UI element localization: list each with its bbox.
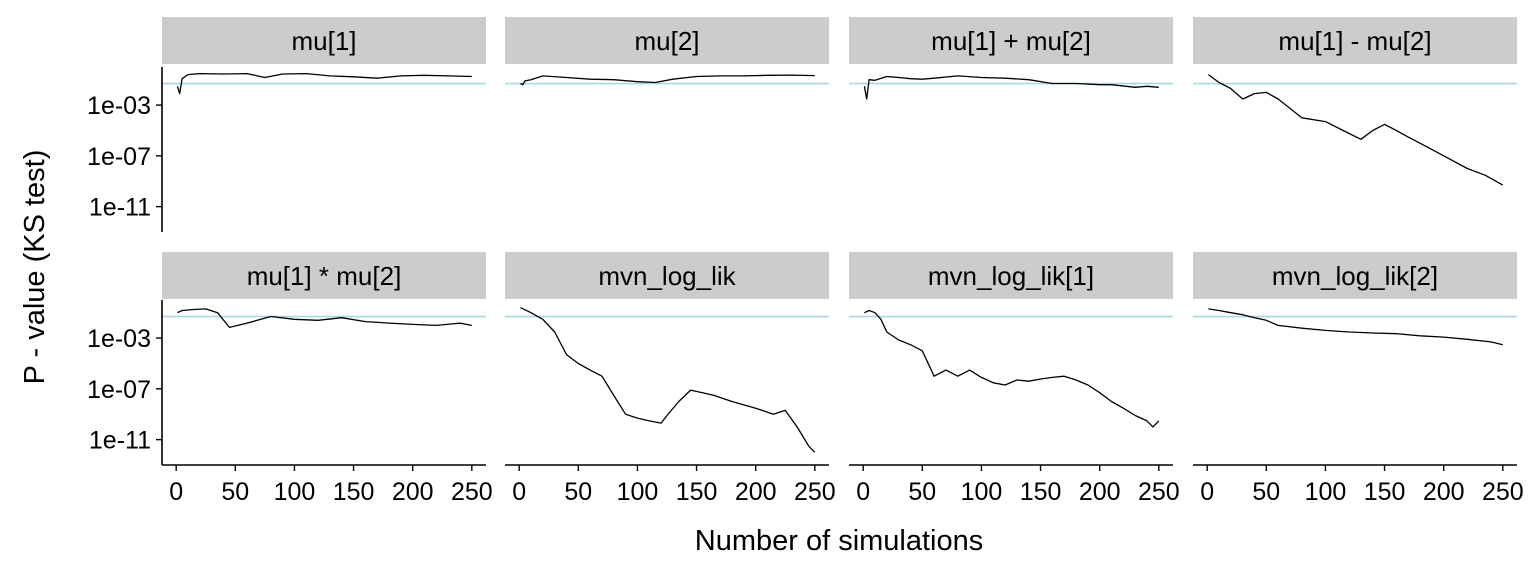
panel: mu[1] + mu[2] (849, 17, 1173, 100)
x-tick-label: 0 (512, 478, 526, 506)
x-tick-label: 250 (1482, 478, 1524, 506)
y-tick-label: 1e-03 (87, 92, 151, 120)
strip-label: mvn_log_lik[2] (1272, 261, 1438, 291)
x-tick-label: 150 (1364, 478, 1406, 506)
strip-background (505, 17, 829, 64)
strip-label: mu[1] - mu[2] (1278, 26, 1431, 56)
series-line (1208, 308, 1503, 346)
strip-label: mu[1] * mu[2] (247, 261, 402, 291)
x-tick-label: 50 (1252, 478, 1280, 506)
panel: mu[1] * mu[2] (162, 252, 486, 329)
series-line (1208, 74, 1504, 186)
strip-background (162, 17, 486, 64)
x-tick-label: 200 (1423, 478, 1465, 506)
y-axis-title: P - value (KS test) (19, 150, 51, 385)
x-tick-label: 50 (564, 478, 592, 506)
panel: mu[1] (162, 17, 486, 95)
strip-label: mu[1] + mu[2] (931, 26, 1091, 56)
strip-label: mvn_log_lik (598, 261, 736, 291)
strip-background (162, 252, 486, 299)
x-tick-label: 100 (274, 478, 316, 506)
x-tick-label: 150 (1020, 478, 1062, 506)
y-tick-label: 1e-07 (87, 143, 151, 171)
series-line (520, 74, 815, 86)
series-line (176, 72, 472, 95)
x-tick-label: 0 (1200, 478, 1214, 506)
x-tick-label: 200 (1079, 478, 1121, 506)
y-tick-label: 1e-11 (89, 427, 151, 455)
x-tick-label: 0 (169, 478, 183, 506)
strip-background (1193, 252, 1517, 299)
x-tick-label: 50 (221, 478, 249, 506)
axes-layer: 1e-03 1e-07 1e-11 1e-03 1e-07 1e-11 0 50 100 150 2… (87, 67, 1524, 506)
strip-background (849, 252, 1173, 299)
x-tick-label: 150 (676, 478, 718, 506)
panel: mu[2] (505, 17, 829, 86)
panel: mvn_log_lik (505, 252, 829, 453)
x-axis-title: Number of simulations (695, 525, 984, 557)
strip-label: mvn_log_lik[1] (928, 261, 1094, 291)
panel: mvn_log_lik[2] (1193, 252, 1517, 346)
panel: mvn_log_lik[1] (849, 252, 1173, 428)
x-tick-label: 100 (1305, 478, 1347, 506)
strip-background (1193, 17, 1517, 64)
x-tick-label: 250 (794, 478, 836, 506)
x-tick-label: 100 (617, 478, 659, 506)
series-line (177, 308, 472, 329)
y-tick-label: 1e-11 (89, 194, 151, 222)
x-tick-label: 150 (333, 478, 375, 506)
panels-layer: mu[1] mu[2] mu[1] + mu[2] mu[1] - mu[2] mu[1… (162, 17, 1517, 453)
x-tick-label: 250 (451, 478, 493, 506)
x-tick-label: 250 (1138, 478, 1180, 506)
x-tick-label: 100 (961, 478, 1003, 506)
x-tick-label: 200 (392, 478, 434, 506)
strip-background (849, 17, 1173, 64)
x-tick-label: 200 (735, 478, 777, 506)
series-line (864, 309, 1160, 428)
series-line (863, 75, 1159, 100)
strip-label: mu[1] (291, 26, 356, 56)
series-line (520, 307, 816, 453)
x-tick-label: 50 (908, 478, 936, 506)
y-tick-label: 1e-07 (87, 376, 151, 404)
y-tick-label: 1e-03 (87, 325, 151, 353)
panel: mu[1] - mu[2] (1193, 17, 1517, 186)
strip-label: mu[2] (634, 26, 699, 56)
x-tick-label: 0 (856, 478, 870, 506)
strip-background (505, 252, 829, 299)
